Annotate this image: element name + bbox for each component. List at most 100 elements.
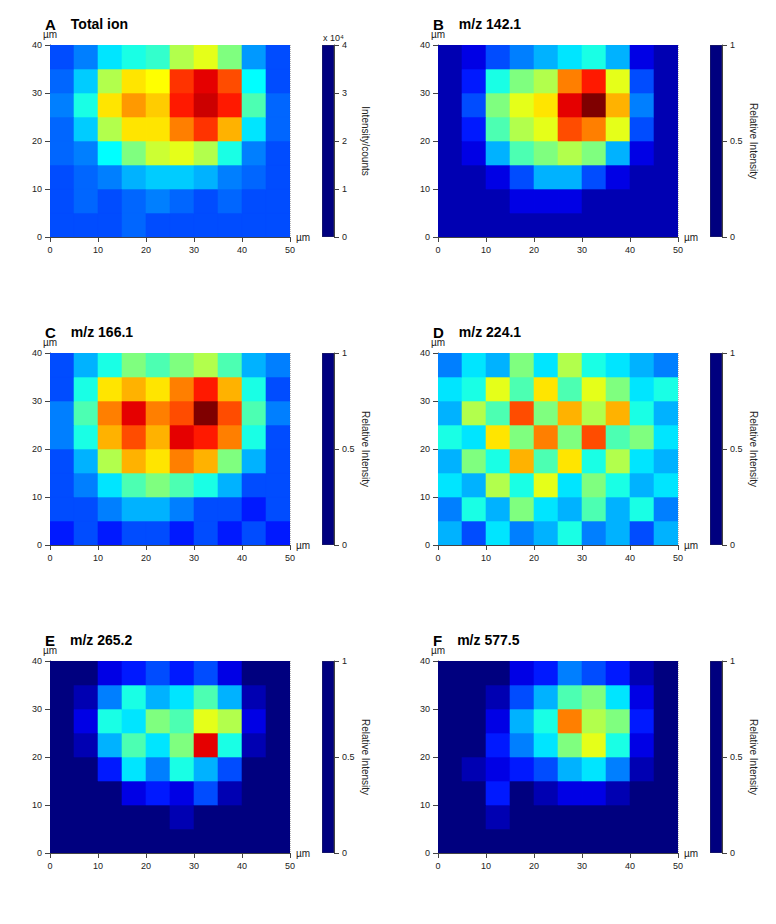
svg-text:3: 3 — [342, 88, 347, 98]
svg-text:1: 1 — [342, 348, 347, 358]
svg-text:10: 10 — [32, 800, 42, 810]
svg-text:10: 10 — [481, 553, 491, 563]
svg-text:0.5: 0.5 — [730, 444, 743, 454]
svg-text:30: 30 — [32, 396, 42, 406]
svg-text:µm: µm — [684, 540, 698, 551]
svg-text:40: 40 — [237, 553, 247, 563]
svg-text:0: 0 — [435, 861, 440, 871]
svg-text:1: 1 — [730, 348, 735, 358]
svg-text:30: 30 — [577, 553, 587, 563]
svg-text:20: 20 — [32, 136, 42, 146]
svg-text:30: 30 — [189, 553, 199, 563]
svg-text:0: 0 — [425, 848, 430, 858]
svg-text:20: 20 — [32, 752, 42, 762]
svg-text:m/z 224.1: m/z 224.1 — [459, 324, 521, 340]
svg-text:40: 40 — [237, 861, 247, 871]
svg-text:Relative Intensity: Relative Intensity — [748, 103, 759, 179]
svg-text:m/z 577.5: m/z 577.5 — [457, 632, 519, 648]
svg-text:A: A — [45, 16, 56, 33]
svg-text:µm: µm — [684, 232, 698, 243]
svg-text:0: 0 — [730, 232, 735, 242]
svg-text:30: 30 — [32, 704, 42, 714]
svg-text:1: 1 — [342, 184, 347, 194]
svg-text:0: 0 — [47, 245, 52, 255]
svg-text:20: 20 — [141, 553, 151, 563]
svg-text:m/z 166.1: m/z 166.1 — [71, 324, 133, 340]
svg-text:m/z 142.1: m/z 142.1 — [459, 16, 521, 32]
svg-text:10: 10 — [93, 245, 103, 255]
svg-text:0: 0 — [342, 848, 347, 858]
svg-text:0.5: 0.5 — [730, 752, 743, 762]
svg-text:0: 0 — [730, 540, 735, 550]
svg-text:C: C — [45, 324, 56, 341]
svg-text:30: 30 — [577, 861, 587, 871]
svg-text:40: 40 — [625, 861, 635, 871]
svg-text:20: 20 — [420, 752, 430, 762]
svg-text:50: 50 — [673, 861, 683, 871]
svg-text:30: 30 — [189, 861, 199, 871]
svg-text:20: 20 — [141, 861, 151, 871]
svg-text:40: 40 — [420, 348, 430, 358]
svg-text:µm: µm — [684, 848, 698, 859]
svg-text:20: 20 — [141, 245, 151, 255]
svg-text:0: 0 — [425, 540, 430, 550]
svg-text:0: 0 — [425, 232, 430, 242]
svg-text:1: 1 — [342, 656, 347, 666]
svg-text:0.5: 0.5 — [730, 136, 743, 146]
svg-text:20: 20 — [529, 861, 539, 871]
svg-text:40: 40 — [420, 40, 430, 50]
svg-text:E: E — [45, 632, 55, 649]
svg-text:20: 20 — [32, 444, 42, 454]
svg-text:10: 10 — [481, 245, 491, 255]
svg-text:F: F — [433, 632, 442, 649]
svg-text:0: 0 — [47, 553, 52, 563]
svg-text:0: 0 — [37, 540, 42, 550]
svg-text:40: 40 — [420, 656, 430, 666]
svg-text:0: 0 — [37, 848, 42, 858]
svg-text:0: 0 — [435, 553, 440, 563]
svg-text:30: 30 — [420, 396, 430, 406]
svg-text:Relative Intensity: Relative Intensity — [360, 411, 371, 487]
svg-text:Relative Intensity: Relative Intensity — [748, 719, 759, 795]
svg-text:0.5: 0.5 — [342, 444, 355, 454]
svg-text:µm: µm — [296, 232, 310, 243]
svg-text:30: 30 — [577, 245, 587, 255]
svg-text:10: 10 — [93, 861, 103, 871]
svg-text:B: B — [433, 16, 444, 33]
svg-text:50: 50 — [285, 861, 295, 871]
svg-text:Relative Intensity: Relative Intensity — [748, 411, 759, 487]
svg-text:Intensity/counts: Intensity/counts — [360, 106, 371, 175]
svg-text:40: 40 — [32, 348, 42, 358]
svg-text:20: 20 — [529, 553, 539, 563]
svg-text:0: 0 — [342, 540, 347, 550]
svg-text:30: 30 — [189, 245, 199, 255]
svg-text:50: 50 — [673, 553, 683, 563]
svg-text:x 10⁴: x 10⁴ — [323, 33, 344, 43]
svg-text:10: 10 — [32, 184, 42, 194]
svg-text:m/z 265.2: m/z 265.2 — [70, 632, 132, 648]
svg-text:50: 50 — [285, 553, 295, 563]
svg-text:20: 20 — [420, 444, 430, 454]
svg-text:30: 30 — [420, 704, 430, 714]
svg-text:D: D — [433, 324, 444, 341]
svg-text:30: 30 — [420, 88, 430, 98]
svg-text:40: 40 — [625, 245, 635, 255]
svg-text:1: 1 — [730, 656, 735, 666]
svg-text:µm: µm — [296, 540, 310, 551]
svg-text:0: 0 — [47, 861, 52, 871]
svg-text:Total ion: Total ion — [71, 16, 128, 32]
svg-text:10: 10 — [32, 492, 42, 502]
svg-text:0: 0 — [342, 232, 347, 242]
svg-text:10: 10 — [420, 492, 430, 502]
svg-text:40: 40 — [625, 553, 635, 563]
svg-text:10: 10 — [420, 184, 430, 194]
svg-text:40: 40 — [237, 245, 247, 255]
svg-text:1: 1 — [730, 40, 735, 50]
svg-text:20: 20 — [420, 136, 430, 146]
svg-text:0: 0 — [730, 848, 735, 858]
svg-text:0: 0 — [37, 232, 42, 242]
svg-text:40: 40 — [32, 656, 42, 666]
svg-text:20: 20 — [529, 245, 539, 255]
svg-text:10: 10 — [93, 553, 103, 563]
svg-text:0: 0 — [435, 245, 440, 255]
